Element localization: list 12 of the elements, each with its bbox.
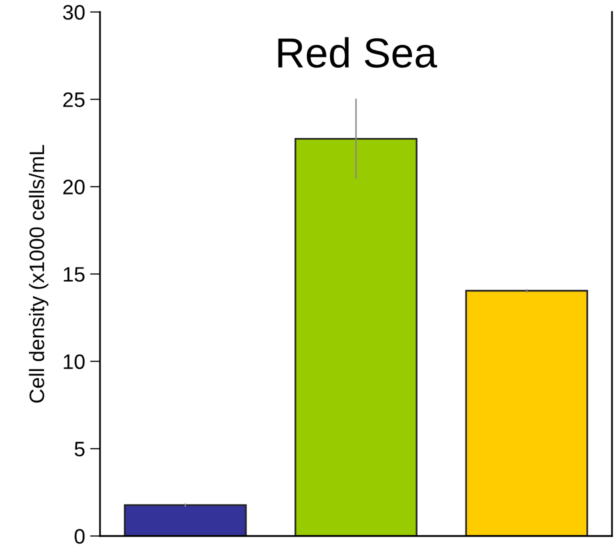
- y-tick-label: 25: [63, 92, 85, 108]
- y-tick-label: 15: [64, 267, 85, 282]
- y-axis-title: Cell density (x1000 cells/mL: [28, 145, 48, 403]
- bar: [465, 290, 588, 536]
- y-tick-label: 5: [74, 442, 85, 456]
- y-tick-label: 30: [63, 5, 85, 20]
- chart-title: Red Sea: [278, 37, 438, 68]
- bar: [124, 504, 247, 536]
- y-tick-label: 0: [74, 529, 85, 544]
- bar: [294, 138, 418, 536]
- y-tick-label: 10: [64, 354, 85, 370]
- y-tick-label: 20: [63, 180, 85, 194]
